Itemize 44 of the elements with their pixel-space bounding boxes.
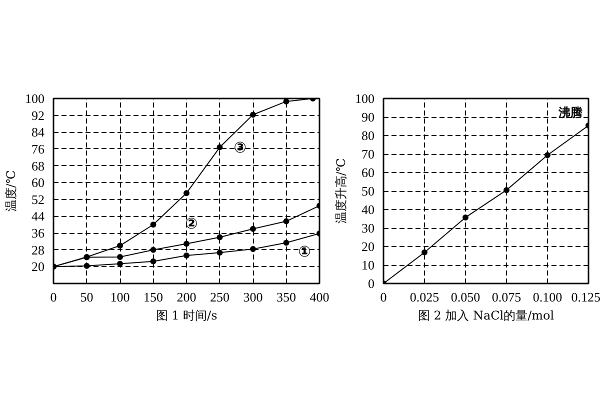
y-tick-label: 60 (362, 165, 374, 180)
series-label: ③ (234, 138, 246, 156)
x-axis-title: 图 1 时间/s (156, 308, 218, 322)
x-tick-label: 100 (110, 290, 130, 304)
y-tick-label: 92 (32, 108, 44, 123)
x-tick-label: 0.075 (492, 290, 522, 304)
y-tick-label: 0 (368, 276, 374, 291)
x-tick-label: 0 (50, 290, 57, 304)
y-tick-label: 60 (32, 175, 44, 190)
y-tick-label: 30 (362, 220, 374, 236)
y-tick-label: 36 (32, 226, 45, 241)
y-tick-label: 20 (362, 239, 374, 254)
x-tick-label: 0.100 (532, 290, 562, 304)
y-tick-label: 40 (362, 202, 374, 217)
y-tick-label: 100 (355, 91, 374, 106)
y-tick-label: 68 (32, 158, 44, 174)
x-tick-label: 350 (276, 290, 296, 304)
y-tick-label: 20 (32, 259, 44, 274)
y-tick-label: 50 (362, 184, 374, 198)
y-tick-label: 80 (362, 128, 374, 143)
y-tick-label: 10 (362, 258, 374, 272)
x-tick-label: 200 (176, 290, 196, 304)
y-tick-label: 100 (25, 91, 44, 106)
y-tick-label: 44 (32, 208, 45, 224)
annotation: 沸腾 (558, 106, 582, 120)
y-axis-title: 温度升高/℃ (334, 158, 348, 224)
x-tick-label: 0.025 (410, 290, 440, 304)
y-tick-label: 52 (32, 192, 44, 207)
y-tick-label: 90 (362, 110, 374, 124)
x-tick-label: 250 (210, 290, 230, 304)
y-tick-label: 84 (32, 124, 45, 140)
y-tick-label: 70 (362, 146, 374, 162)
x-tick-label: 0.125 (571, 290, 600, 304)
y-axis-title: 温度/℃ (4, 170, 18, 212)
x-axis-title: 图 2 加入 NaCl的量/mol (418, 308, 554, 322)
y-tick-label: 76 (32, 141, 45, 156)
x-tick-label: 300 (243, 290, 263, 304)
x-tick-label: 0 (380, 290, 387, 304)
x-tick-label: 0.050 (450, 290, 480, 304)
y-tick-label: 28 (32, 242, 44, 258)
x-tick-label: 150 (144, 290, 163, 304)
series-label: ② (185, 214, 198, 232)
x-tick-label: 400 (310, 290, 330, 304)
x-tick-label: 50 (80, 290, 94, 304)
